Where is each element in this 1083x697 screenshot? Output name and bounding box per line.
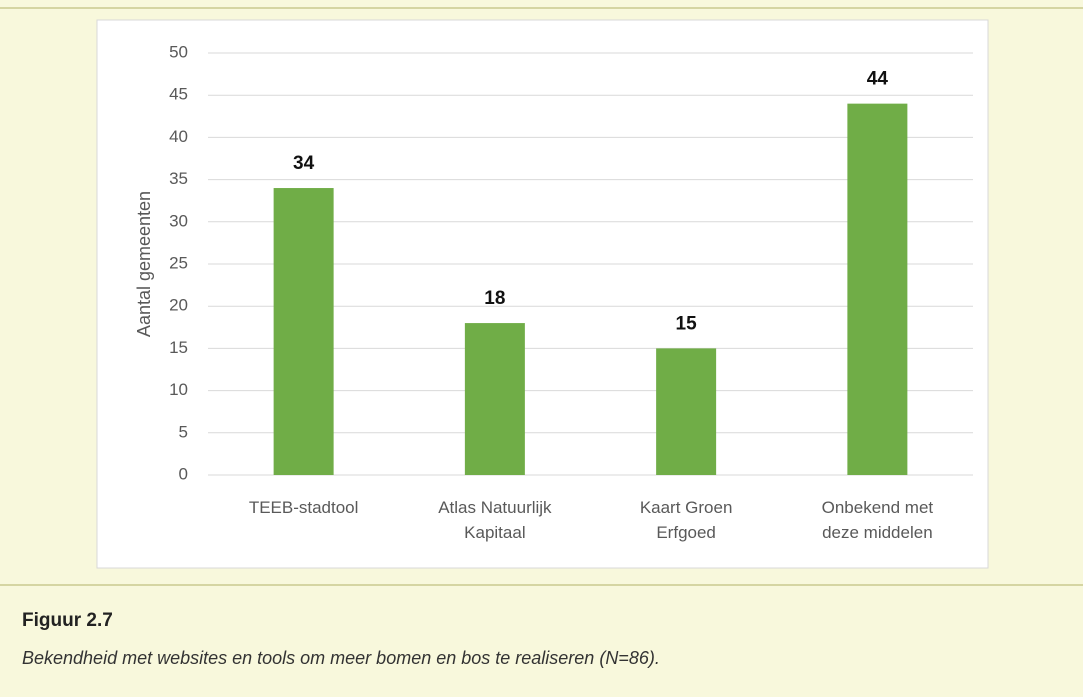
y-tick-label: 25	[169, 253, 188, 272]
data-label: 34	[293, 153, 315, 174]
y-tick-label: 0	[179, 464, 188, 483]
x-tick-label: Kaart Groen Erfgoed	[639, 498, 733, 542]
y-tick-label: 10	[169, 380, 188, 399]
y-tick-label: 20	[169, 296, 188, 315]
caption-label: Figuur 2.7	[22, 610, 113, 631]
y-tick-label: 15	[169, 338, 188, 357]
bar	[273, 188, 334, 476]
x-tick-label: Atlas Natuurlijk Kapitaal	[438, 498, 552, 542]
caption-text: Bekendheid met websites en tools om meer…	[22, 648, 660, 668]
y-tick-label: 5	[179, 422, 188, 441]
y-tick-label: 40	[169, 127, 188, 146]
y-tick-label: 50	[169, 42, 188, 61]
data-label: 18	[484, 288, 505, 309]
data-label: 44	[867, 69, 889, 90]
bar	[656, 348, 717, 475]
bar	[464, 323, 525, 475]
x-tick-label: TEEB-stadtool	[248, 498, 359, 517]
y-tick-label: 35	[169, 169, 188, 188]
y-tick-label: 30	[169, 211, 188, 230]
x-tick-label: Onbekend met deze middelen	[821, 498, 934, 542]
data-label: 15	[676, 313, 698, 334]
y-axis-label: Aantal gemeenten	[134, 191, 154, 337]
bar	[847, 103, 908, 475]
y-tick-label: 45	[169, 85, 188, 104]
chart-area	[96, 19, 989, 569]
